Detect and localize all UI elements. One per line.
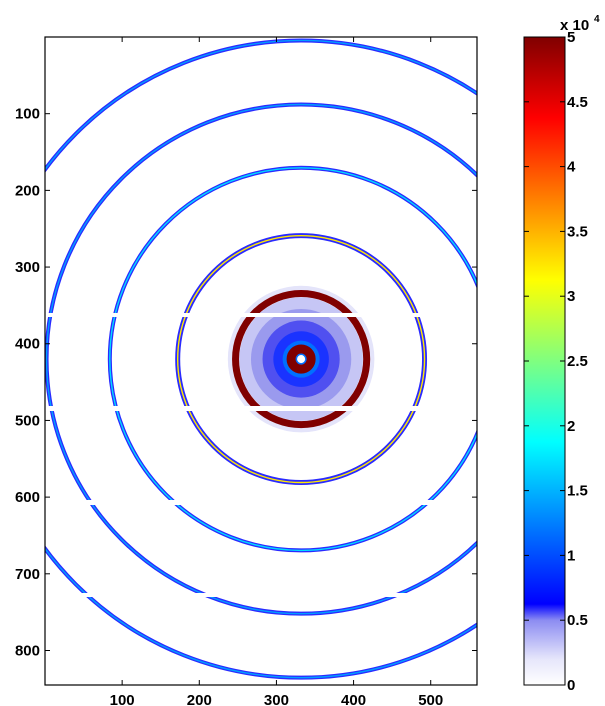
gap-strip-2 — [45, 500, 477, 505]
colorbar-exponent-power: 4 — [594, 14, 600, 25]
y-tick-label: 300 — [15, 259, 40, 276]
gap-strip-3 — [45, 593, 477, 597]
x-axis: 100 200 300 400 500 — [110, 37, 443, 706]
ring-4-core — [45, 103, 477, 615]
x-tick-label: 500 — [418, 692, 443, 706]
ring-1-core — [234, 292, 369, 427]
ring-2-core — [176, 234, 426, 484]
plot-frame — [44, 36, 478, 686]
colorbar-tick-label: 4.5 — [567, 94, 588, 111]
y-axis: 100 200 300 400 500 600 700 800 — [15, 106, 477, 659]
ring-3-core — [109, 167, 477, 552]
y-tick-label: 400 — [15, 336, 40, 353]
colorbar-tick-label: 1 — [567, 547, 575, 564]
y-tick-label: 600 — [15, 489, 40, 506]
colorbar-tick-label: 2.5 — [567, 353, 588, 370]
colorbar-tick-label: 4 — [567, 159, 576, 176]
x-tick-label: 100 — [110, 692, 135, 706]
x-tick-label: 200 — [187, 692, 212, 706]
diffraction-rings — [45, 38, 477, 680]
colorbar-tick-label: 3.5 — [567, 223, 588, 240]
y-tick-label: 200 — [15, 182, 40, 199]
gap-strip-1 — [45, 406, 477, 411]
beam-stop — [297, 355, 306, 364]
colorbar-tick-label: 3 — [567, 288, 575, 305]
detector-gaps — [45, 313, 477, 597]
ring-0 — [286, 344, 316, 374]
ring-5-core — [45, 39, 477, 679]
y-tick-label: 500 — [15, 412, 40, 429]
colorbar-tick-label: 0.5 — [567, 612, 588, 629]
y-tick-label: 100 — [15, 106, 40, 123]
y-tick-label: 700 — [15, 566, 40, 583]
x-tick-label: 400 — [341, 692, 366, 706]
y-tick-label: 800 — [15, 642, 40, 659]
colorbar — [523, 36, 566, 686]
gap-strip-0 — [45, 313, 477, 317]
x-tick-label: 300 — [264, 692, 289, 706]
colorbar-tick-label: 0 — [567, 677, 575, 694]
colorbar-exponent-base: x 10 — [560, 17, 589, 34]
colorbar-ticks: 0 0.5 1 1.5 2 2.5 3 3.5 4 4.5 5 — [524, 29, 588, 694]
colorbar-tick-label: 5 — [567, 29, 575, 46]
colorbar-tick-label: 2 — [567, 418, 575, 435]
colorbar-tick-label: 1.5 — [567, 483, 588, 500]
